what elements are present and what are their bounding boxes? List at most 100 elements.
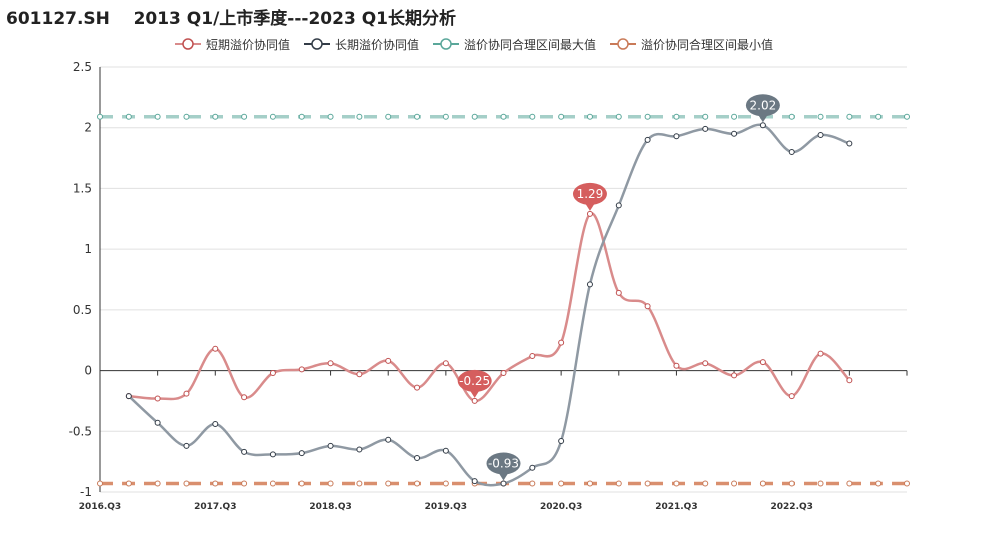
- data-point-short: [269, 370, 276, 376]
- data-point-max: [788, 113, 795, 120]
- x-tick-label: 2017.Q3: [194, 502, 236, 512]
- data-point-long: [644, 136, 651, 143]
- legend-item-max[interactable]: 溢价协同合理区间最大值: [433, 36, 596, 53]
- data-point-max: [875, 113, 882, 120]
- data-point-max: [673, 113, 680, 120]
- legend-label-long: 长期溢价协同值: [335, 37, 420, 52]
- data-point-long: [500, 480, 507, 487]
- annotation-shape: [572, 182, 607, 205]
- data-point-long: [817, 132, 824, 138]
- data-point-long: [212, 421, 219, 427]
- data-point-min: [846, 480, 853, 487]
- legend-item-long[interactable]: 长期溢价协同值: [304, 36, 419, 53]
- data-point-short: [788, 393, 795, 400]
- series-layer: [97, 113, 910, 487]
- data-point-min: [529, 480, 536, 487]
- data-point-long: [702, 125, 709, 132]
- annotation-label: 2.02: [750, 98, 777, 112]
- legend-swatch-min-icon: [610, 38, 637, 50]
- data-point-long: [788, 149, 795, 155]
- data-point-short: [154, 395, 161, 402]
- data-point-long: [269, 451, 276, 458]
- x-tick-label: 2019.Q3: [425, 502, 467, 512]
- legend-label-min: 溢价协同合理区间最小值: [641, 37, 774, 52]
- data-point-long: [154, 419, 161, 426]
- data-point-short: [471, 397, 478, 404]
- x-tick-label: 2016.Q3: [79, 502, 121, 512]
- data-point-long: [442, 447, 449, 454]
- data-point-short: [846, 377, 853, 384]
- data-point-long: [586, 281, 593, 288]
- data-point-max: [904, 113, 910, 120]
- data-point-short: [615, 289, 622, 296]
- data-point-max: [327, 113, 334, 120]
- data-point-short: [212, 345, 219, 352]
- data-point-long: [558, 438, 565, 444]
- legend-swatch-short-icon: [175, 38, 201, 50]
- y-tick-label: 0.5: [73, 303, 92, 317]
- legend-item-short[interactable]: 短期溢价协同值: [175, 36, 290, 53]
- legend-swatch-long-icon: [304, 38, 331, 50]
- annotation-label: 1.29: [577, 187, 604, 201]
- series-line-short: [128, 212, 851, 403]
- data-point-min: [97, 480, 103, 487]
- data-point-min: [788, 480, 795, 487]
- data-point-min: [644, 480, 651, 487]
- data-point-max: [414, 113, 421, 120]
- data-point-short: [673, 362, 680, 369]
- x-tick-label: 2021.Q3: [655, 502, 697, 512]
- data-point-long: [529, 464, 536, 471]
- legend-swatch-max-icon: [433, 38, 460, 50]
- data-point-max: [558, 113, 565, 120]
- data-point-min: [673, 480, 680, 487]
- data-point-max: [125, 113, 132, 120]
- data-point-max: [212, 113, 219, 120]
- data-point-min: [327, 480, 334, 487]
- data-point-max: [731, 113, 738, 120]
- data-point-short: [644, 303, 651, 310]
- data-point-min: [904, 480, 910, 487]
- data-point-short: [558, 339, 565, 346]
- data-point-short: [731, 372, 738, 379]
- data-point-long: [327, 442, 334, 449]
- data-point-long: [125, 393, 132, 400]
- data-point-short: [817, 350, 824, 357]
- data-point-max: [241, 113, 248, 120]
- data-point-min: [154, 480, 161, 487]
- legend: 短期溢价协同值 长期溢价协同值 溢价协同合理区间最大值 溢价协同合理区间最小值: [175, 35, 787, 53]
- annotation-bubble: 1.29: [572, 182, 607, 211]
- data-point-max: [183, 113, 190, 120]
- data-point-min: [269, 480, 276, 487]
- legend-item-min[interactable]: 溢价协同合理区间最小值: [610, 36, 773, 53]
- data-point-max: [615, 113, 622, 120]
- y-tick-label: 2.5: [73, 60, 92, 74]
- data-point-max: [154, 113, 161, 120]
- data-point-max: [97, 113, 103, 120]
- data-point-long: [385, 436, 392, 443]
- y-tick-label: -0.5: [69, 424, 92, 438]
- data-point-max: [644, 113, 651, 120]
- x-tick-label: 2022.Q3: [771, 502, 813, 512]
- data-point-min: [442, 480, 449, 487]
- data-point-max: [298, 113, 305, 120]
- data-point-short: [759, 359, 766, 366]
- y-tick-label: 0: [84, 364, 92, 378]
- data-point-max: [269, 113, 276, 120]
- data-point-max: [356, 113, 363, 120]
- data-point-max: [442, 113, 449, 120]
- data-point-long: [241, 448, 248, 455]
- data-point-long: [183, 442, 190, 449]
- annotation-label: -0.25: [459, 374, 490, 388]
- data-point-short: [327, 360, 334, 367]
- y-tick-label: -1: [80, 485, 92, 499]
- chart-title: 601127.SH 2013 Q1/上市季度---2023 Q1长期分析: [6, 9, 456, 29]
- annotation-label: -0.93: [488, 457, 519, 471]
- data-point-min: [615, 480, 622, 487]
- data-point-max: [500, 113, 507, 120]
- data-point-long: [298, 450, 305, 457]
- data-point-long: [673, 133, 680, 140]
- data-point-long: [414, 455, 421, 461]
- data-point-short: [241, 394, 248, 401]
- data-point-min: [759, 480, 766, 487]
